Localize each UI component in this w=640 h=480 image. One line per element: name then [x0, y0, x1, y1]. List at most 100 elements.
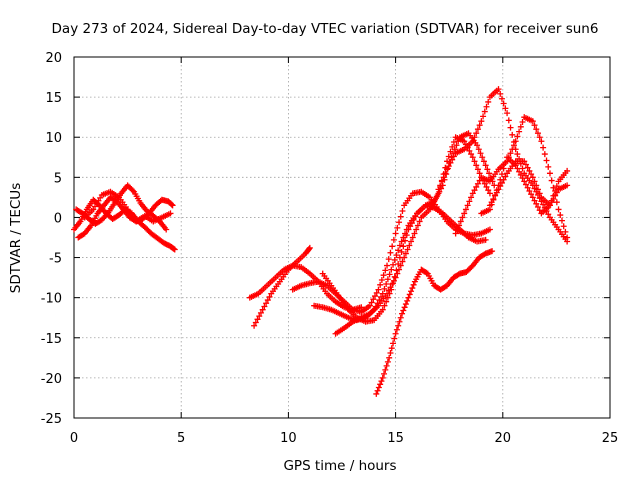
x-axis-tick-labels: 0 5 10 15 20 25	[70, 431, 618, 446]
data-point	[438, 178, 445, 185]
data-point	[383, 362, 390, 369]
data-point	[400, 243, 407, 250]
data-point	[498, 95, 505, 102]
data-point	[398, 248, 405, 255]
data-point	[384, 276, 391, 283]
data-point	[393, 252, 400, 259]
data-point	[516, 128, 523, 135]
data-point	[168, 201, 175, 208]
data-point	[378, 378, 385, 385]
data-point	[388, 266, 395, 273]
data-point	[497, 90, 504, 97]
data-point	[540, 144, 547, 151]
data-point	[522, 161, 529, 168]
data-point	[545, 163, 552, 170]
data-point	[557, 212, 564, 219]
data-point	[479, 154, 486, 161]
data-point	[404, 246, 411, 253]
data-point	[416, 218, 423, 225]
data-point	[473, 183, 480, 190]
series-sat-m	[452, 114, 571, 241]
data-point	[498, 179, 505, 186]
data-point	[468, 151, 475, 158]
data-point	[490, 196, 497, 203]
data-point	[488, 201, 495, 208]
data-point	[498, 171, 505, 178]
data-point	[536, 207, 543, 214]
plot-frame	[73, 56, 611, 419]
data-point	[552, 187, 559, 194]
data-point	[476, 170, 483, 177]
data-point	[264, 297, 271, 304]
data-point	[522, 181, 529, 188]
data-point	[412, 213, 419, 220]
x-tick-label: 15	[387, 431, 404, 446]
data-point	[485, 187, 492, 194]
data-point	[512, 138, 519, 145]
data-point	[536, 190, 543, 197]
data-point	[433, 193, 440, 200]
data-point	[444, 158, 451, 165]
data-point	[432, 196, 439, 203]
data-point	[560, 223, 567, 230]
data-point	[370, 296, 377, 303]
data-point	[476, 177, 483, 184]
data-point	[368, 299, 375, 306]
data-point	[474, 126, 481, 133]
data-point	[564, 234, 571, 241]
x-tick-label: 20	[495, 431, 512, 446]
data-point	[473, 162, 480, 169]
data-point	[410, 216, 417, 223]
data-point	[402, 237, 409, 244]
data-point	[477, 150, 484, 157]
data-point	[257, 309, 264, 316]
data-point	[169, 202, 176, 209]
series-sat-d	[81, 188, 174, 225]
data-point	[397, 213, 404, 220]
data-point	[394, 270, 401, 277]
data-point	[553, 183, 560, 190]
data-point	[392, 274, 399, 281]
data-point	[555, 206, 562, 213]
data-point	[392, 230, 399, 237]
data-point	[512, 162, 519, 169]
data-point	[406, 291, 413, 298]
data-point	[529, 194, 536, 201]
data-point	[475, 146, 482, 153]
data-point	[481, 108, 488, 115]
data-point	[373, 390, 380, 397]
data-point	[408, 220, 415, 227]
data-point	[517, 123, 524, 130]
data-point	[442, 170, 449, 177]
data-point	[505, 117, 512, 124]
data-point	[389, 243, 396, 250]
data-point	[548, 177, 555, 184]
data-point	[398, 238, 405, 245]
data-point	[492, 191, 499, 198]
data-point	[507, 124, 514, 131]
data-point	[430, 200, 437, 207]
data-point	[524, 164, 531, 171]
data-point	[489, 248, 496, 255]
data-point	[462, 206, 469, 213]
data-point	[404, 297, 411, 304]
data-point	[395, 247, 402, 254]
data-point	[409, 234, 416, 241]
y-tick-label: 0	[54, 211, 62, 226]
data-point	[474, 180, 481, 187]
data-point	[484, 166, 491, 173]
data-point	[469, 138, 476, 145]
data-point	[485, 98, 492, 105]
series-sat-f	[246, 262, 365, 313]
data-point	[550, 184, 557, 191]
data-point	[502, 159, 509, 166]
data-point	[456, 222, 463, 229]
data-point	[514, 165, 521, 172]
data-point	[461, 138, 468, 145]
data-point	[399, 310, 406, 317]
data-point	[266, 293, 273, 300]
y-tick-label: -15	[41, 332, 62, 347]
data-point	[454, 226, 461, 233]
data-point	[391, 256, 398, 263]
data-point	[450, 153, 457, 160]
